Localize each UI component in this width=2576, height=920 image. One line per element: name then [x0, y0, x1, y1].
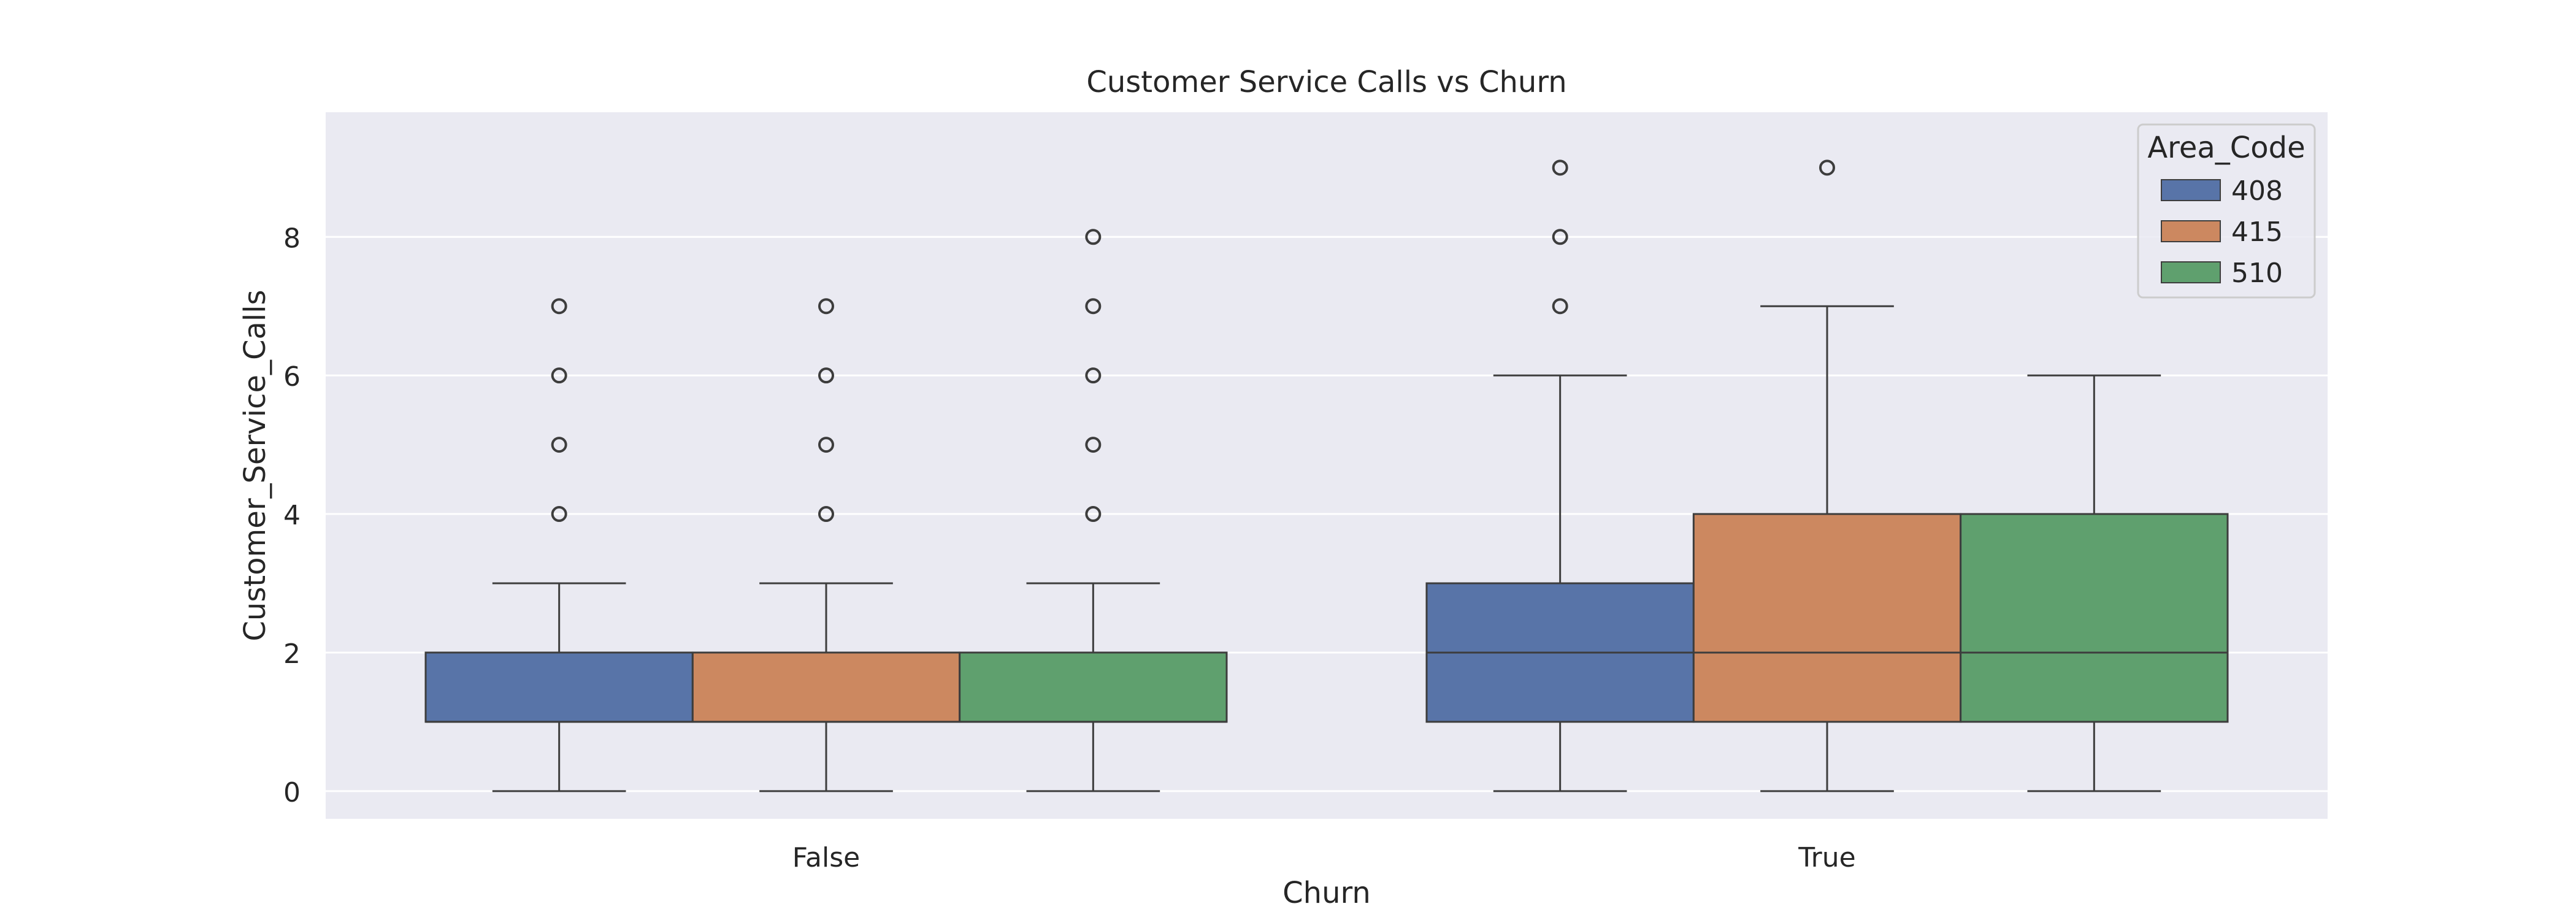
- y-axis-label: Customer_Service_Calls: [238, 289, 272, 641]
- outlier-point: [551, 367, 567, 384]
- outlier-point: [1085, 437, 1102, 453]
- box-body: [424, 651, 694, 723]
- outlier-point: [1552, 229, 1568, 245]
- box-510-True: [1960, 374, 2229, 792]
- outlier-point: [1085, 367, 1102, 384]
- y-tick-label: 2: [283, 638, 301, 670]
- legend-swatch: [2161, 220, 2221, 242]
- box-body: [959, 651, 1228, 723]
- box-415-True: [1692, 159, 1962, 792]
- outlier-point: [1085, 229, 1102, 245]
- y-tick-label: 8: [283, 223, 301, 254]
- outlier-point: [818, 437, 834, 453]
- outlier-point: [1819, 159, 1835, 176]
- legend-label: 510: [2231, 258, 2283, 289]
- boxes: [424, 159, 2229, 792]
- outlier-point: [551, 298, 567, 315]
- x-tick-labels: False True: [792, 842, 1856, 873]
- x-tick-label: True: [1798, 842, 1855, 873]
- legend-swatch: [2161, 179, 2221, 201]
- box-body: [1692, 513, 1962, 723]
- outlier-point: [818, 367, 834, 384]
- box-408-True: [1425, 159, 1695, 792]
- y-tick-label: 0: [283, 777, 301, 808]
- legend-frame: [2137, 123, 2316, 299]
- box-415-False: [691, 298, 961, 792]
- outlier-point: [1552, 159, 1568, 176]
- outlier-point: [551, 506, 567, 523]
- outlier-point: [551, 437, 567, 453]
- box-510-False: [959, 229, 1228, 792]
- legend-swatch: [2161, 261, 2221, 283]
- y-tick-label: 4: [283, 500, 301, 531]
- outlier-point: [1552, 298, 1568, 315]
- box-body: [691, 651, 961, 723]
- y-tick-labels: 0 2 4 6 8: [283, 223, 301, 808]
- chart-title: Customer Service Calls vs Churn: [1086, 65, 1566, 99]
- legend-title: Area_Code: [2147, 131, 2305, 165]
- legend-label: 408: [2231, 175, 2283, 207]
- outlier-point: [1085, 506, 1102, 523]
- outlier-point: [1085, 298, 1102, 315]
- box-408-False: [424, 298, 694, 792]
- outlier-point: [818, 298, 834, 315]
- y-tick-label: 6: [283, 361, 301, 393]
- x-axis-label: Churn: [1282, 876, 1371, 910]
- legend-label: 415: [2231, 217, 2283, 248]
- box-body: [1960, 513, 2229, 723]
- legend: Area_Code 408 415 510: [2137, 123, 2316, 299]
- x-tick-label: False: [792, 842, 860, 873]
- outlier-point: [818, 506, 834, 523]
